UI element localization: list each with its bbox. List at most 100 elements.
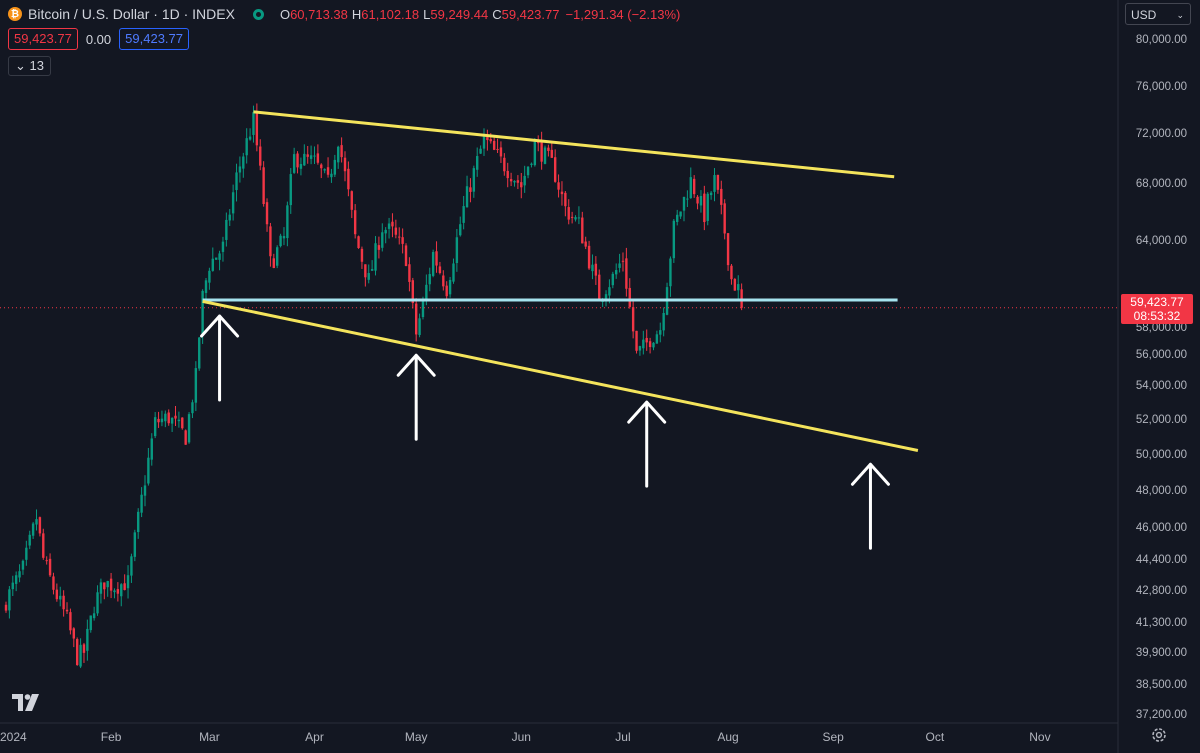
candle-body bbox=[103, 582, 106, 590]
candle-body bbox=[72, 628, 75, 639]
candle-body bbox=[553, 157, 557, 182]
candle-body bbox=[11, 582, 14, 590]
close-label: C bbox=[492, 6, 502, 22]
candle-body bbox=[343, 157, 347, 172]
candle-body bbox=[65, 609, 69, 612]
candle-body bbox=[431, 252, 435, 276]
candle-body bbox=[445, 285, 448, 297]
time-axis[interactable]: 2024 Feb Mar Apr May Jun Jul Aug Sep Oct Nov bbox=[0, 730, 1051, 744]
candle-body bbox=[235, 172, 238, 191]
candle-body bbox=[31, 523, 35, 536]
candle-body bbox=[567, 207, 570, 220]
candle-body bbox=[421, 299, 425, 318]
market-status-icon[interactable] bbox=[252, 8, 264, 20]
indicators-toggle[interactable]: ⌄ 13 bbox=[8, 56, 51, 76]
candle-body bbox=[387, 223, 391, 229]
symbol-header: ₿ Bitcoin / U.S. Dollar · 1D · INDEX O 60… bbox=[8, 4, 680, 24]
sell-button[interactable]: 59,423.77 bbox=[8, 28, 78, 50]
candle-body bbox=[45, 560, 48, 562]
candle-body bbox=[520, 182, 523, 188]
candle-body bbox=[167, 412, 170, 424]
candle-body bbox=[509, 179, 513, 182]
candle-body bbox=[425, 284, 428, 300]
candle-body bbox=[228, 214, 231, 221]
candle-body bbox=[587, 245, 591, 269]
open-label: O bbox=[279, 6, 291, 22]
candle-body bbox=[286, 205, 289, 239]
price-axis[interactable]: 80,000.00 76,000.00 72,000.00 68,000.00 64,0… bbox=[1136, 34, 1187, 721]
candle-body bbox=[350, 191, 353, 210]
candle-body bbox=[652, 342, 655, 348]
candle-body bbox=[720, 188, 723, 205]
candle-body bbox=[672, 220, 676, 259]
candle-body bbox=[411, 280, 414, 304]
time-tick-label: Nov bbox=[1029, 730, 1050, 744]
candle-body bbox=[686, 198, 689, 200]
currency-select[interactable]: USD ⌄ bbox=[1125, 3, 1191, 25]
candle-body bbox=[14, 575, 18, 584]
candle-body bbox=[709, 192, 713, 196]
candle-body bbox=[723, 203, 726, 234]
candle-body bbox=[564, 192, 567, 207]
candle-body bbox=[384, 229, 387, 234]
candle-body bbox=[262, 167, 265, 205]
time-tick-label: Jul bbox=[615, 730, 630, 744]
indicator-count: 13 bbox=[29, 58, 44, 73]
candle-body bbox=[360, 248, 364, 262]
candle-body bbox=[404, 245, 408, 266]
candle-body bbox=[198, 337, 201, 369]
candle-body bbox=[157, 418, 160, 423]
candle-body bbox=[89, 615, 92, 631]
candle-body bbox=[621, 260, 625, 262]
candle-body bbox=[414, 303, 418, 335]
candle-body bbox=[618, 263, 621, 268]
candle-body bbox=[201, 290, 204, 336]
candle-body bbox=[391, 221, 394, 227]
candle-body bbox=[150, 438, 153, 460]
candle-body bbox=[279, 235, 282, 247]
candle-body bbox=[398, 236, 401, 238]
candle-body bbox=[635, 330, 638, 351]
tradingview-logo-icon[interactable] bbox=[12, 694, 42, 712]
candle-body bbox=[682, 196, 686, 211]
candle-body bbox=[18, 571, 21, 578]
candle-body bbox=[306, 154, 309, 157]
candle-body bbox=[126, 575, 130, 589]
candle-body bbox=[679, 211, 682, 217]
candle-body bbox=[214, 257, 218, 260]
gear-icon[interactable] bbox=[1150, 726, 1168, 744]
candle-body bbox=[452, 263, 455, 282]
up-arrow bbox=[396, 353, 436, 441]
last-price-value: 59,423.77 bbox=[1130, 295, 1184, 309]
candle-body bbox=[594, 263, 598, 276]
price-tick-label: 37,200.00 bbox=[1136, 709, 1187, 721]
candle-body bbox=[55, 589, 59, 600]
candle-body bbox=[109, 578, 113, 591]
candle-body bbox=[313, 155, 316, 157]
time-tick-label: Sep bbox=[822, 730, 844, 744]
symbol-title[interactable]: Bitcoin / U.S. Dollar · 1D · INDEX bbox=[28, 6, 235, 22]
candle-body bbox=[4, 604, 8, 611]
candle-body bbox=[442, 275, 445, 287]
price-tick-label: 50,000.00 bbox=[1136, 449, 1187, 461]
candle-body bbox=[120, 584, 123, 597]
candle-body bbox=[62, 595, 65, 610]
price-tick-label: 39,900.00 bbox=[1136, 647, 1187, 659]
low-label: L bbox=[423, 6, 431, 22]
time-tick-label: Jun bbox=[512, 730, 531, 744]
candle-body bbox=[28, 534, 31, 546]
buy-button[interactable]: 59,423.77 bbox=[119, 28, 189, 50]
candle-body bbox=[259, 146, 262, 166]
open-value: 60,713.38 bbox=[290, 6, 348, 22]
candle-body bbox=[533, 140, 537, 166]
candle-body bbox=[177, 419, 181, 422]
price-tick-label: 42,800.00 bbox=[1136, 585, 1187, 597]
candle-body bbox=[716, 174, 720, 190]
candle-body bbox=[513, 180, 516, 183]
candle-body bbox=[164, 413, 167, 422]
price-tick-label: 76,000.00 bbox=[1136, 81, 1187, 93]
candle-body bbox=[455, 237, 459, 264]
candle-body bbox=[435, 251, 438, 266]
candle-body bbox=[347, 168, 350, 190]
